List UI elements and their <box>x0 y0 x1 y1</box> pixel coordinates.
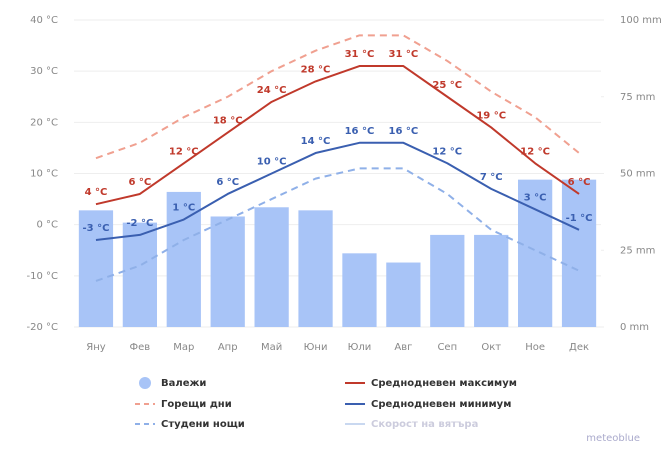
value-label: 6 °C <box>128 177 151 188</box>
bar <box>342 253 377 327</box>
y2-tick-label: 100 mm <box>620 15 662 26</box>
value-label: 4 °C <box>85 187 108 198</box>
x-tick-label: Апр <box>218 342 238 353</box>
y2-tick-label: 75 mm <box>620 92 655 103</box>
x-tick-label: Сеп <box>437 342 457 353</box>
value-label: 3 °C <box>524 192 547 203</box>
x-tick-label: Май <box>261 342 282 353</box>
value-label: 25 °C <box>432 80 462 91</box>
y-tick-label: 40 °C <box>30 15 58 26</box>
bar <box>386 262 421 327</box>
x-tick-label: Юли <box>348 342 372 353</box>
legend-swatch <box>139 377 151 389</box>
y2-tick-label: 50 mm <box>620 169 655 180</box>
legend-label: Среднодневен минимум <box>371 399 511 410</box>
value-label: 28 °C <box>301 64 331 75</box>
value-label: 19 °C <box>476 110 506 121</box>
line <box>95 167 580 282</box>
legend-label: Скорост на вятъра <box>371 419 478 430</box>
x-tick-label: Ное <box>525 342 545 353</box>
legend-label: Студени нощи <box>161 419 245 430</box>
y-tick-label: 20 °C <box>30 117 58 128</box>
x-tick-label: Яну <box>86 342 105 353</box>
legend-label: Среднодневен максимум <box>371 378 517 389</box>
y-tick-label: -10 °C <box>27 271 59 282</box>
bar <box>430 234 465 327</box>
bar <box>298 210 333 327</box>
value-label: 12 °C <box>432 146 462 157</box>
value-label: 14 °C <box>301 136 331 147</box>
value-label: -1 °C <box>566 213 593 224</box>
value-label: 16 °C <box>345 126 375 137</box>
x-tick-label: Авг <box>394 342 412 353</box>
value-label: -2 °C <box>126 218 153 229</box>
bar <box>561 179 597 327</box>
value-label: -3 °C <box>82 223 109 234</box>
line <box>95 34 580 160</box>
legend-label: Валежи <box>161 378 206 389</box>
x-tick-label: Юни <box>304 342 328 353</box>
value-label: 12 °C <box>520 146 550 157</box>
value-label: 12 °C <box>169 146 199 157</box>
x-tick-label: Мар <box>173 342 194 353</box>
y2-tick-label: 0 mm <box>620 322 649 333</box>
value-label: 31 °C <box>389 49 419 60</box>
bar <box>474 234 509 327</box>
x-tick-label: Окт <box>481 342 501 353</box>
y-tick-label: 10 °C <box>30 169 58 180</box>
value-label: 6 °C <box>568 177 591 188</box>
bar <box>210 216 245 327</box>
value-label: 24 °C <box>257 85 287 96</box>
value-label: 31 °C <box>345 49 375 60</box>
value-label: 18 °C <box>213 116 243 127</box>
watermark: meteoblue <box>586 433 640 444</box>
bar <box>254 207 289 327</box>
bar <box>122 222 158 327</box>
y-tick-label: 0 °C <box>36 220 58 231</box>
value-label: 1 °C <box>172 203 195 214</box>
bar <box>166 191 201 327</box>
value-label: 16 °C <box>389 126 419 137</box>
value-label: 10 °C <box>257 157 287 168</box>
value-label: 6 °C <box>216 177 239 188</box>
bar <box>78 210 114 327</box>
y2-tick-label: 25 mm <box>620 245 655 256</box>
legend-label: Горещи дни <box>161 399 232 410</box>
x-tick-label: Дек <box>569 342 589 353</box>
y-tick-label: -20 °C <box>27 322 59 333</box>
y-tick-label: 30 °C <box>30 66 58 77</box>
x-tick-label: Фев <box>130 342 151 353</box>
line <box>95 65 580 206</box>
value-label: 7 °C <box>480 172 503 183</box>
line <box>95 141 580 242</box>
